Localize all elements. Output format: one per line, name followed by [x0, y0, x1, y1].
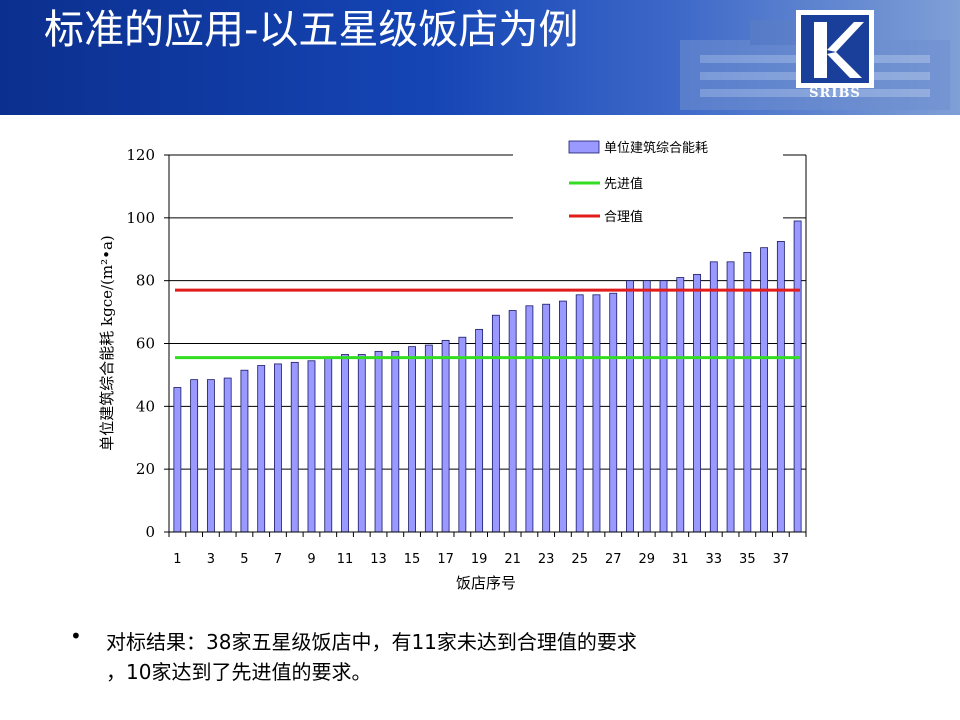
- sribs-logo-icon: [796, 10, 874, 88]
- y-tick-label: 40: [136, 397, 155, 415]
- bar: [508, 310, 517, 533]
- x-tick-label: 31: [672, 552, 689, 567]
- y-tick-label: 60: [136, 335, 155, 353]
- x-tick-label: 35: [739, 552, 756, 567]
- bar: [776, 240, 785, 533]
- bullet-text-line-2: ，10家达到了先进值的要求。: [106, 660, 372, 684]
- bar: [240, 369, 249, 533]
- x-tick-label: 21: [504, 552, 521, 567]
- bar: [693, 273, 701, 533]
- y-tick-label: 100: [126, 209, 155, 227]
- bar: [307, 360, 316, 533]
- bar: [743, 251, 752, 533]
- legend-label: 单位建筑综合能耗: [604, 140, 708, 156]
- bar: [374, 350, 383, 533]
- bar: [341, 354, 349, 533]
- y-tick-label: 80: [136, 272, 155, 290]
- x-tick-label: 25: [571, 552, 588, 567]
- x-tick-label: 33: [706, 552, 723, 567]
- bar: [592, 294, 601, 533]
- bar: [793, 220, 802, 533]
- x-tick-label: 27: [605, 552, 622, 567]
- x-tick-label: 15: [404, 552, 421, 567]
- bar: [324, 357, 333, 533]
- bar: [559, 300, 567, 533]
- bars-layer: [173, 220, 802, 533]
- bar: [542, 303, 551, 533]
- bar: [408, 346, 416, 533]
- bar: [475, 328, 484, 533]
- bar: [290, 361, 299, 533]
- bar: [190, 379, 199, 533]
- x-tick-label: 19: [471, 552, 488, 567]
- legend-swatch: [568, 140, 600, 154]
- bar: [676, 277, 685, 533]
- x-tick-label: 3: [207, 552, 215, 567]
- bar: [357, 354, 366, 533]
- bar: [609, 292, 618, 533]
- bar: [173, 387, 182, 533]
- bar: [709, 261, 718, 533]
- bullet-text-line-1: 对标结果：38家五星级饭店中，有11家未达到合理值的要求: [106, 630, 637, 654]
- bar: [626, 280, 634, 533]
- bar: [491, 314, 500, 533]
- x-tick-label: 11: [337, 552, 354, 567]
- x-tick-label: 23: [538, 552, 555, 567]
- x-tick-label: 9: [307, 552, 315, 567]
- reference-lines-layer: [175, 288, 800, 360]
- y-tick-label: 20: [136, 460, 155, 478]
- bar: [575, 294, 584, 533]
- y-tick-label: 0: [145, 523, 155, 541]
- bar: [391, 350, 400, 533]
- bar: [458, 336, 467, 533]
- bar: [642, 280, 651, 533]
- logo-text: SRIBS: [809, 86, 861, 101]
- bullet-icon: •: [70, 624, 82, 648]
- bar: [726, 261, 735, 533]
- legend-background: [513, 131, 783, 229]
- x-tick-label: 29: [638, 552, 655, 567]
- slide-title: 标准的应用-以五星级饭店为例: [44, 7, 579, 53]
- bar: [274, 363, 282, 533]
- bar: [424, 344, 433, 533]
- bar: [223, 377, 232, 533]
- bar: [525, 305, 534, 533]
- bar: [257, 365, 266, 533]
- x-tick-label: 37: [773, 552, 790, 567]
- bar: [659, 280, 668, 533]
- header-banner: 标准的应用-以五星级饭店为例 SRIBS: [0, 0, 960, 115]
- x-tick-label: 5: [240, 552, 248, 567]
- x-tick-label: 17: [437, 552, 454, 567]
- bar: [206, 379, 215, 533]
- y-axis-title: 单位建筑综合能耗 kgce/(m²•a): [98, 235, 116, 451]
- bar: [441, 339, 450, 533]
- y-tick-label: 120: [126, 146, 155, 164]
- x-axis-title: 饭店序号: [456, 574, 516, 592]
- legend-label: 合理值: [604, 209, 643, 225]
- x-tick-label: 7: [274, 552, 282, 567]
- x-tick-label: 1: [173, 552, 181, 567]
- legend-label: 先进值: [604, 176, 643, 192]
- x-tick-label: 13: [370, 552, 387, 567]
